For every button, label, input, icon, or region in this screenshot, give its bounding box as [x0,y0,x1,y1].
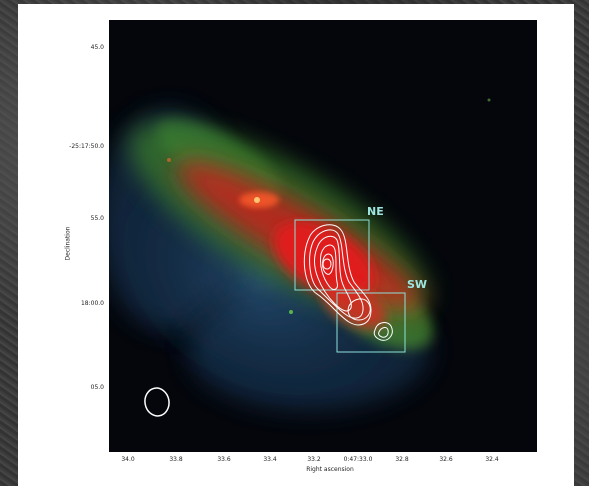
x-tick-label: 33.8 [169,456,183,463]
x-tick-label: 32.4 [485,456,499,463]
y-tick-label: 45.0 [90,44,104,51]
x-tick-label: 34.0 [121,456,135,463]
x-axis-label: Right ascension [306,466,354,473]
x-tick-label: 32.6 [439,456,453,463]
x-tick-label: 33.6 [217,456,231,463]
y-tick-label: -25:17:50.0 [69,143,104,150]
radio-contours [144,224,393,417]
region-label-sw: SW [407,278,428,291]
x-tick-label: 33.4 [263,456,277,463]
composite-image-svg [109,20,537,452]
y-axis-label: Declination [64,226,72,261]
x-tick-label: 33.2 [307,456,321,463]
x-tick-label: 32.8 [395,456,409,463]
y-tick-label: 55.0 [90,215,104,222]
sw-region-box [336,292,406,353]
ne-region-box [294,219,370,291]
x-tick-label: 0:47:33.0 [343,456,373,463]
y-tick-label: 18:00.0 [80,300,104,307]
region-label-ne: NE [367,205,384,218]
beam-ellipse [144,387,170,417]
astronomical-image [109,20,537,452]
y-tick-label: 05.0 [90,384,104,391]
